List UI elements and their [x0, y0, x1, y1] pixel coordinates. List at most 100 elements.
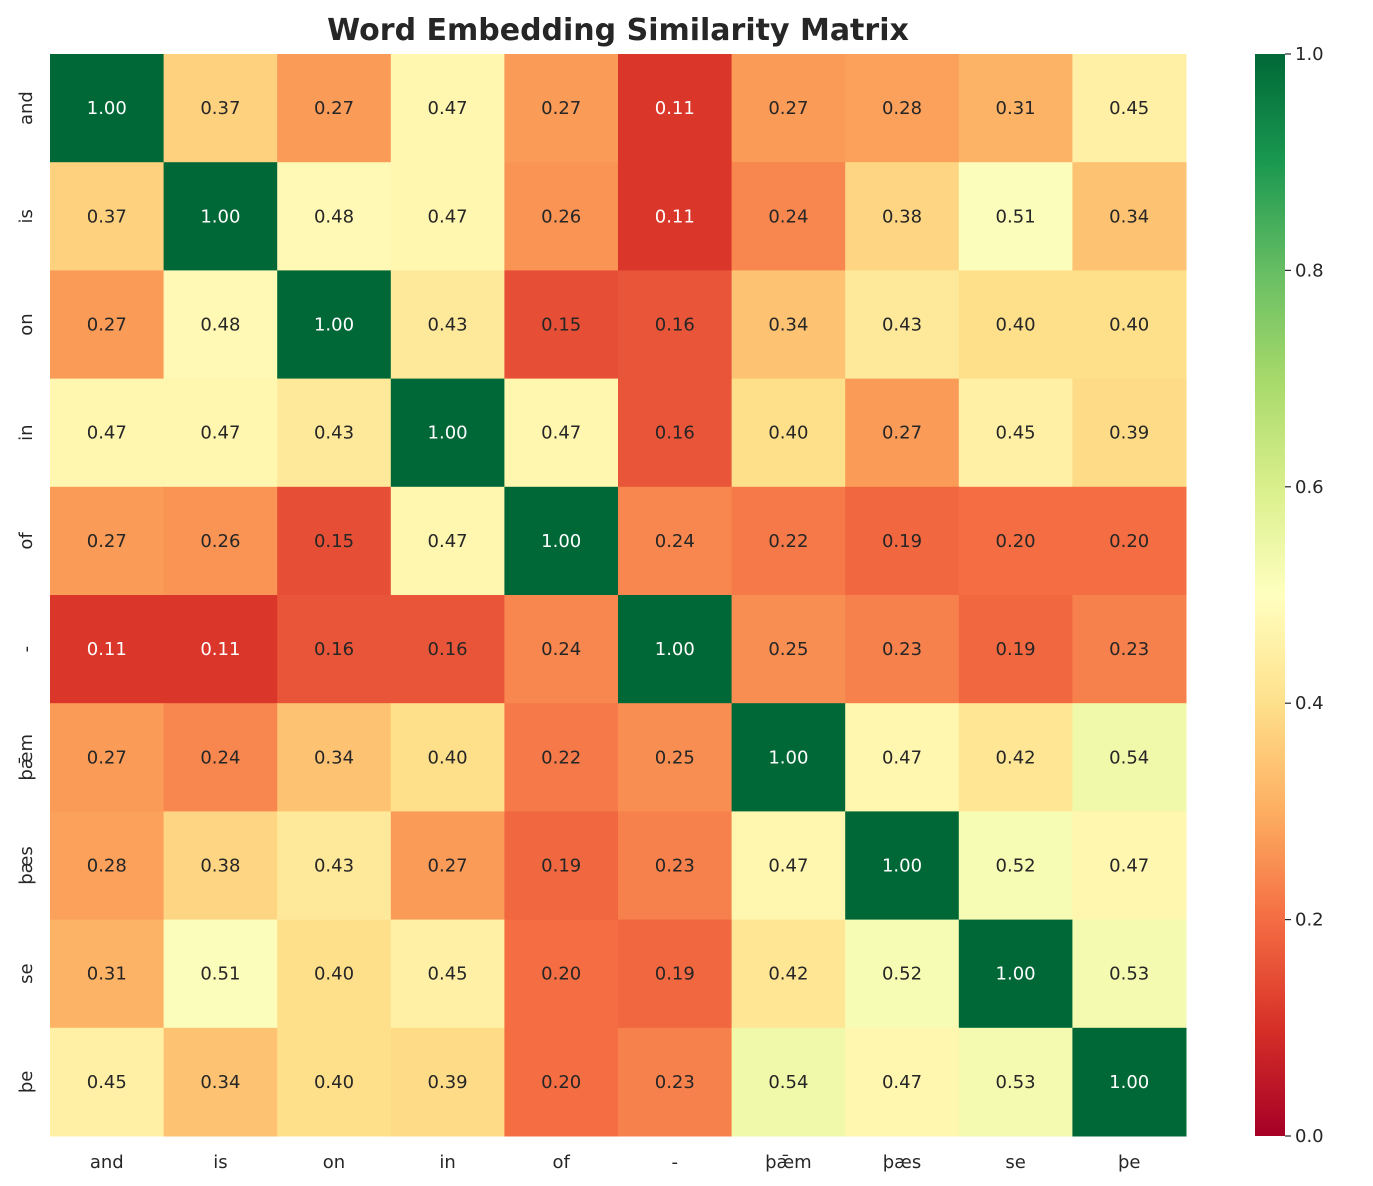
cell-annotation: 0.23 [655, 856, 695, 877]
cell-annotation: 0.34 [314, 747, 354, 768]
cell-annotation: 0.34 [1109, 206, 1149, 227]
y-tick-label: and [16, 91, 37, 125]
cell-annotation: 0.47 [541, 423, 581, 444]
heatmap-cell [504, 811, 619, 921]
heatmap-cell [50, 270, 165, 380]
heatmap-cell [845, 919, 960, 1029]
cell-annotation: 0.47 [882, 1072, 922, 1093]
heatmap-cell [618, 703, 733, 812]
cell-annotation: 0.20 [1109, 531, 1149, 552]
heatmap-cell [390, 919, 505, 1029]
cell-annotation: 0.47 [428, 531, 468, 552]
heatmap-cell [731, 486, 846, 596]
heatmap-cell [504, 595, 619, 704]
cell-annotation: 0.54 [768, 1072, 808, 1093]
heatmap-cell [958, 703, 1073, 812]
cell-annotation: 0.47 [882, 747, 922, 768]
cell-annotation: 0.27 [87, 315, 127, 336]
x-tick-label: - [672, 1152, 679, 1173]
heatmap-cell [618, 162, 733, 271]
cell-annotation: 0.37 [87, 206, 127, 227]
cell-annotation: 0.37 [200, 98, 240, 119]
heatmap-cell [1072, 54, 1187, 163]
heatmap-cell [504, 162, 619, 271]
x-tick-label: of [553, 1152, 571, 1173]
cell-annotation: 0.45 [87, 1072, 127, 1093]
cell-annotation: 0.20 [541, 1072, 581, 1093]
cell-annotation: 0.43 [882, 315, 922, 336]
heatmap-cell [390, 162, 505, 271]
heatmap-cell [731, 54, 846, 163]
heatmap-cell [1072, 811, 1187, 921]
heatmap-cell [504, 919, 619, 1029]
heatmap-cell [1072, 270, 1187, 380]
heatmap-cell [277, 54, 392, 163]
cell-annotation: 0.19 [655, 964, 695, 985]
cell-annotation: 0.27 [87, 747, 127, 768]
heatmap-cell [731, 378, 846, 488]
heatmap-cell [618, 1027, 733, 1137]
cell-annotation: 0.31 [87, 964, 127, 985]
heatmap-cell [845, 595, 960, 704]
cell-annotation: 0.19 [541, 856, 581, 877]
heatmap-cell [390, 703, 505, 812]
cell-annotation: 0.39 [1109, 423, 1149, 444]
cell-annotation: 0.15 [541, 315, 581, 336]
colorbar-gradient [1255, 54, 1285, 1136]
cell-annotation: 0.23 [1109, 639, 1149, 660]
colorbar: 0.0 0.2 0.4 0.6 0.8 1.0 [1255, 44, 1324, 1147]
heatmap-cell [1072, 703, 1187, 812]
heatmap-cell [1072, 162, 1187, 271]
cell-annotation: 0.47 [1109, 856, 1149, 877]
colorbar-tick-label: 0.0 [1295, 1126, 1324, 1147]
cell-annotation: 0.23 [882, 639, 922, 660]
cell-annotation: 0.47 [200, 423, 240, 444]
y-tick-label: of [16, 532, 37, 550]
heatmap-cell [618, 270, 733, 380]
cell-annotation: 0.16 [314, 639, 354, 660]
heatmap-cell [504, 378, 619, 488]
cell-annotation: 0.40 [1109, 315, 1149, 336]
heatmap-cell [50, 54, 165, 163]
cell-annotation: 0.45 [996, 423, 1036, 444]
cell-annotation: 0.38 [882, 206, 922, 227]
heatmap-cell [731, 595, 846, 704]
heatmap-cell [163, 595, 278, 704]
heatmap-cell [731, 919, 846, 1029]
heatmap-cell [50, 703, 165, 812]
heatmap-cell [958, 811, 1073, 921]
x-tick-label: þæs [883, 1152, 921, 1173]
cell-annotation: 0.24 [655, 531, 695, 552]
cell-annotation: 0.40 [768, 423, 808, 444]
cell-annotation: 0.40 [428, 747, 468, 768]
heatmap-cell [958, 595, 1073, 704]
y-tick-label: þæs [16, 846, 37, 884]
cell-annotation: 0.47 [428, 98, 468, 119]
heatmap-cell [958, 1027, 1073, 1137]
cell-annotation: 0.19 [996, 639, 1036, 660]
cell-annotation: 0.20 [541, 964, 581, 985]
heatmap-cell [163, 162, 278, 271]
heatmap-cell [845, 486, 960, 596]
heatmap-cell [163, 703, 278, 812]
y-tick-label: - [16, 646, 37, 653]
cell-annotation: 0.26 [541, 206, 581, 227]
chart-title: Word Embedding Similarity Matrix [327, 13, 909, 48]
heatmap-cell [390, 1027, 505, 1137]
cell-annotation: 1.00 [882, 856, 922, 877]
colorbar-tick-label: 1.0 [1295, 44, 1324, 65]
cell-annotation: 0.51 [996, 206, 1036, 227]
heatmap-cell [163, 270, 278, 380]
cell-annotation: 0.16 [428, 639, 468, 660]
heatmap-cell [1072, 378, 1187, 488]
cell-annotation: 0.53 [996, 1072, 1036, 1093]
heatmap-cell [277, 270, 392, 380]
heatmap-cell [50, 378, 165, 488]
heatmap-cell [504, 1027, 619, 1137]
colorbar-tick-label: 0.8 [1295, 260, 1324, 281]
heatmap-cell [731, 703, 846, 812]
heatmap-cell [504, 270, 619, 380]
heatmap-cell [618, 54, 733, 163]
y-tick-labels: and is on in of - þǣm þæs se þe [16, 91, 37, 1093]
